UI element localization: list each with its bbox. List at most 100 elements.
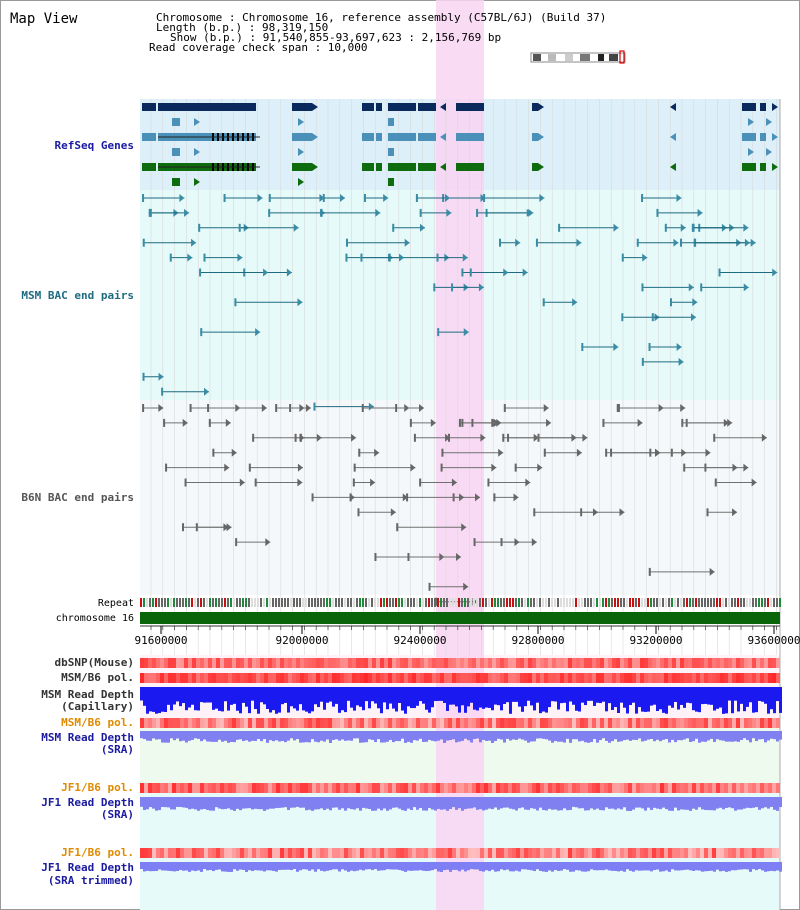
depth-bar: [338, 731, 341, 741]
label-jf1-b6-pol-2[interactable]: JF1/B6 pol.: [61, 846, 134, 859]
heat-cell: [768, 718, 772, 728]
heat-cell: [484, 848, 488, 858]
repeat-mark: [209, 598, 211, 607]
depth-bar: [275, 862, 278, 872]
repeat-mark: [407, 598, 409, 607]
repeat-mark: [644, 598, 646, 607]
bac-end-arrow: [537, 463, 543, 472]
bac-end-arrow: [383, 194, 389, 202]
repeat-mark: [365, 598, 367, 607]
depth-bar: [416, 731, 419, 741]
depth-bar: [764, 731, 767, 743]
depth-bar: [512, 731, 515, 740]
bac-end-arrow: [743, 283, 749, 292]
depth-bar: [296, 687, 299, 711]
heat-cell: [464, 848, 468, 858]
depth-bar: [407, 687, 410, 707]
heat-cell: [248, 658, 252, 668]
label-msm-bac[interactable]: MSM BAC end pairs: [21, 289, 134, 302]
heat-cell: [352, 658, 356, 668]
depth-bar: [437, 797, 440, 809]
bac-end: [275, 404, 278, 412]
label-msm-b6-pol-2[interactable]: MSM/B6 pol.: [61, 716, 134, 729]
depth-bar: [608, 731, 611, 743]
depth-bar: [620, 862, 623, 871]
depth-bar: [266, 687, 269, 709]
depth-bar: [500, 731, 503, 740]
depth-bar: [689, 797, 692, 811]
heat-cell: [200, 718, 204, 728]
depth-bar: [626, 797, 629, 811]
repeat-mark: [140, 598, 142, 607]
repeat-mark: [362, 598, 364, 607]
depth-bar: [446, 687, 449, 711]
heat-cell: [620, 718, 624, 728]
heat-cell: [676, 718, 680, 728]
heat-cell: [680, 848, 684, 858]
depth-bar: [521, 731, 524, 740]
depth-bar: [752, 797, 755, 808]
depth-bar: [692, 797, 695, 809]
depth-bar: [494, 862, 497, 872]
bac-end-arrow: [184, 208, 190, 217]
depth-bar: [488, 862, 491, 872]
label-jf1-b6-pol[interactable]: JF1/B6 pol.: [61, 781, 134, 794]
bac-end: [208, 418, 211, 427]
highlight-region[interactable]: [436, 0, 484, 910]
heat-cell: [472, 658, 476, 668]
gene-feature: [742, 133, 756, 141]
depth-bar: [341, 687, 344, 711]
depth-bar: [266, 797, 269, 810]
label-msm-depth-cap[interactable]: MSM Read Depth: [41, 688, 134, 701]
bac-end-arrow: [572, 298, 578, 307]
label-msm-depth-sra[interactable]: MSM Read Depth: [41, 731, 134, 744]
depth-bar: [437, 731, 440, 741]
depth-bar: [734, 731, 737, 742]
bac-end-arrow: [351, 433, 357, 442]
depth-bar: [269, 797, 272, 809]
label-msm-b6-pol[interactable]: MSM/B6 pol.: [61, 671, 134, 684]
depth-bar: [554, 731, 557, 742]
bac-end-arrow: [265, 538, 271, 547]
heat-cell: [500, 848, 504, 858]
refseq-genes-track[interactable]: [142, 103, 778, 186]
b6n-bac-track[interactable]: [142, 404, 767, 606]
chromosome-ideogram[interactable]: [530, 50, 626, 64]
repeat-mark: [581, 598, 583, 607]
bac-end-arrow: [723, 418, 729, 427]
label-jf1-depth-trim[interactable]: JF1 Read Depth: [41, 861, 134, 874]
heat-cell: [412, 718, 416, 728]
depth-bar: [254, 862, 257, 871]
heat-cell: [732, 718, 736, 728]
heat-cell: [144, 848, 148, 858]
depth-bar: [215, 862, 218, 870]
depth-bar: [677, 687, 680, 710]
depth-bar: [635, 797, 638, 808]
heat-cell: [408, 673, 412, 683]
heat-cell: [604, 673, 608, 683]
depth-bar: [653, 862, 656, 871]
heat-cell: [164, 718, 168, 728]
heat-cell: [180, 658, 184, 668]
depth-bar: [635, 687, 638, 714]
heat-cell: [648, 783, 652, 793]
bac-end: [718, 268, 721, 277]
depth-bar: [611, 731, 614, 742]
heat-cell: [648, 718, 652, 728]
depth-bar: [770, 797, 773, 807]
bac-end-arrow: [491, 463, 497, 472]
depth-bar: [278, 862, 281, 870]
heat-cell: [708, 673, 712, 683]
bac-end: [311, 493, 314, 502]
label-dbsnp[interactable]: dbSNP(Mouse): [55, 656, 134, 669]
heat-cell: [212, 783, 216, 793]
label-refseq[interactable]: RefSeq Genes: [55, 139, 134, 152]
heat-cell: [536, 658, 540, 668]
depth-bar: [533, 687, 536, 711]
label-b6n-bac[interactable]: B6N BAC end pairs: [21, 491, 134, 504]
depth-bar: [758, 731, 761, 740]
msm-bac-track[interactable]: [142, 194, 778, 411]
depth-bar: [563, 797, 566, 809]
label-jf1-depth-sra[interactable]: JF1 Read Depth: [41, 796, 134, 809]
repeat-mark: [755, 598, 757, 607]
